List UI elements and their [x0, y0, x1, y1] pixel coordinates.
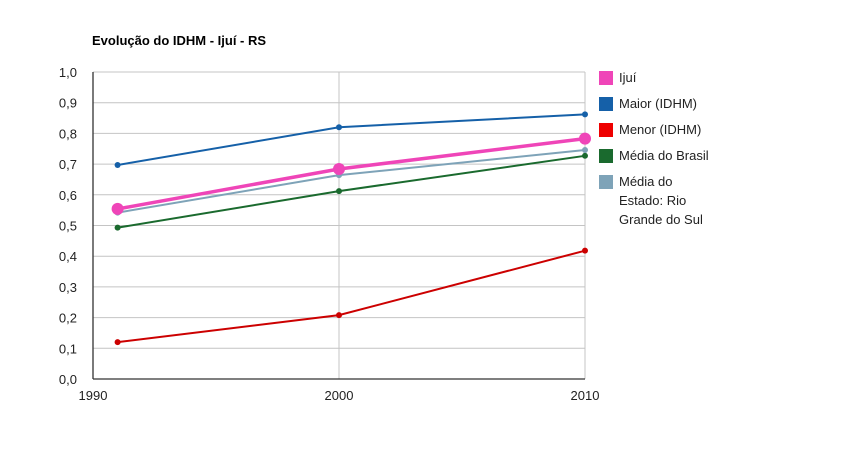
- data-point[interactable]: [333, 163, 345, 176]
- legend-swatch: [599, 175, 613, 189]
- y-axis-ticks: 0,0 0,1 0,2 0,3 0,4 0,5 0,6 0,7 0,8 0,9 1,0: [59, 65, 77, 387]
- data-point[interactable]: [582, 111, 588, 118]
- y-tick-label: 0,6: [59, 188, 77, 203]
- data-point[interactable]: [336, 312, 342, 319]
- data-point[interactable]: [114, 339, 121, 346]
- series-iju-: [111, 132, 591, 215]
- legend-item[interactable]: Menor (IDHM): [599, 120, 749, 139]
- data-point[interactable]: [582, 146, 588, 153]
- legend: Ijuí Maior (IDHM) Menor (IDHM) Média do Bra…: [599, 68, 749, 236]
- series-line: [117, 148, 586, 214]
- y-tick-label: 0,0: [59, 372, 77, 387]
- y-tick-label: 0,2: [59, 311, 77, 326]
- data-point[interactable]: [582, 152, 588, 159]
- legend-item[interactable]: Média do Brasil: [599, 146, 749, 165]
- y-tick-label: 0,5: [59, 219, 77, 234]
- x-tick-label: 1990: [79, 388, 108, 403]
- series-maior-idhm-: [114, 111, 588, 169]
- legend-swatch: [599, 123, 613, 137]
- legend-item[interactable]: Ijuí: [599, 68, 749, 87]
- data-point[interactable]: [114, 224, 121, 231]
- y-tick-label: 0,1: [59, 341, 77, 356]
- legend-item[interactable]: Média do Estado: Rio Grande do Sul: [599, 172, 749, 229]
- y-tick-label: 0,8: [59, 126, 77, 141]
- legend-label: Menor (IDHM): [619, 122, 702, 137]
- series-line: [117, 249, 586, 344]
- x-tick-label: 2010: [571, 388, 600, 403]
- data-point[interactable]: [336, 188, 342, 195]
- legend-label: Média do Brasil: [619, 148, 709, 163]
- y-tick-label: 0,9: [59, 96, 77, 111]
- x-axis-ticks: 1990 2000 2010: [79, 388, 600, 403]
- y-tick-label: 0,7: [59, 157, 77, 172]
- legend-label: Maior (IDHM): [619, 96, 697, 111]
- y-tick-label: 0,4: [59, 249, 77, 264]
- series-m-dia-do-brasil: [114, 152, 588, 231]
- legend-label: Ijuí: [619, 70, 637, 85]
- legend-item[interactable]: Maior (IDHM): [599, 94, 749, 113]
- legend-label: Média do Estado: Rio Grande do Sul: [619, 174, 703, 227]
- series-m-dia-do-estado-rio-grande-do-sul: [114, 146, 588, 216]
- axes: [92, 72, 585, 380]
- data-point[interactable]: [336, 124, 342, 131]
- gridlines: [93, 71, 586, 379]
- data-point[interactable]: [114, 162, 121, 169]
- series-menor-idhm-: [114, 247, 588, 346]
- x-tick-label: 2000: [325, 388, 354, 403]
- y-tick-label: 1,0: [59, 65, 77, 80]
- chart-title: Evolução do IDHM - Ijuí - RS: [92, 33, 267, 48]
- y-tick-label: 0,3: [59, 280, 77, 295]
- legend-swatch: [599, 71, 613, 85]
- legend-swatch: [599, 97, 613, 111]
- data-point[interactable]: [582, 247, 588, 254]
- data-point[interactable]: [111, 202, 124, 215]
- legend-swatch: [599, 149, 613, 163]
- data-point[interactable]: [579, 132, 591, 145]
- series-lines: [111, 111, 591, 346]
